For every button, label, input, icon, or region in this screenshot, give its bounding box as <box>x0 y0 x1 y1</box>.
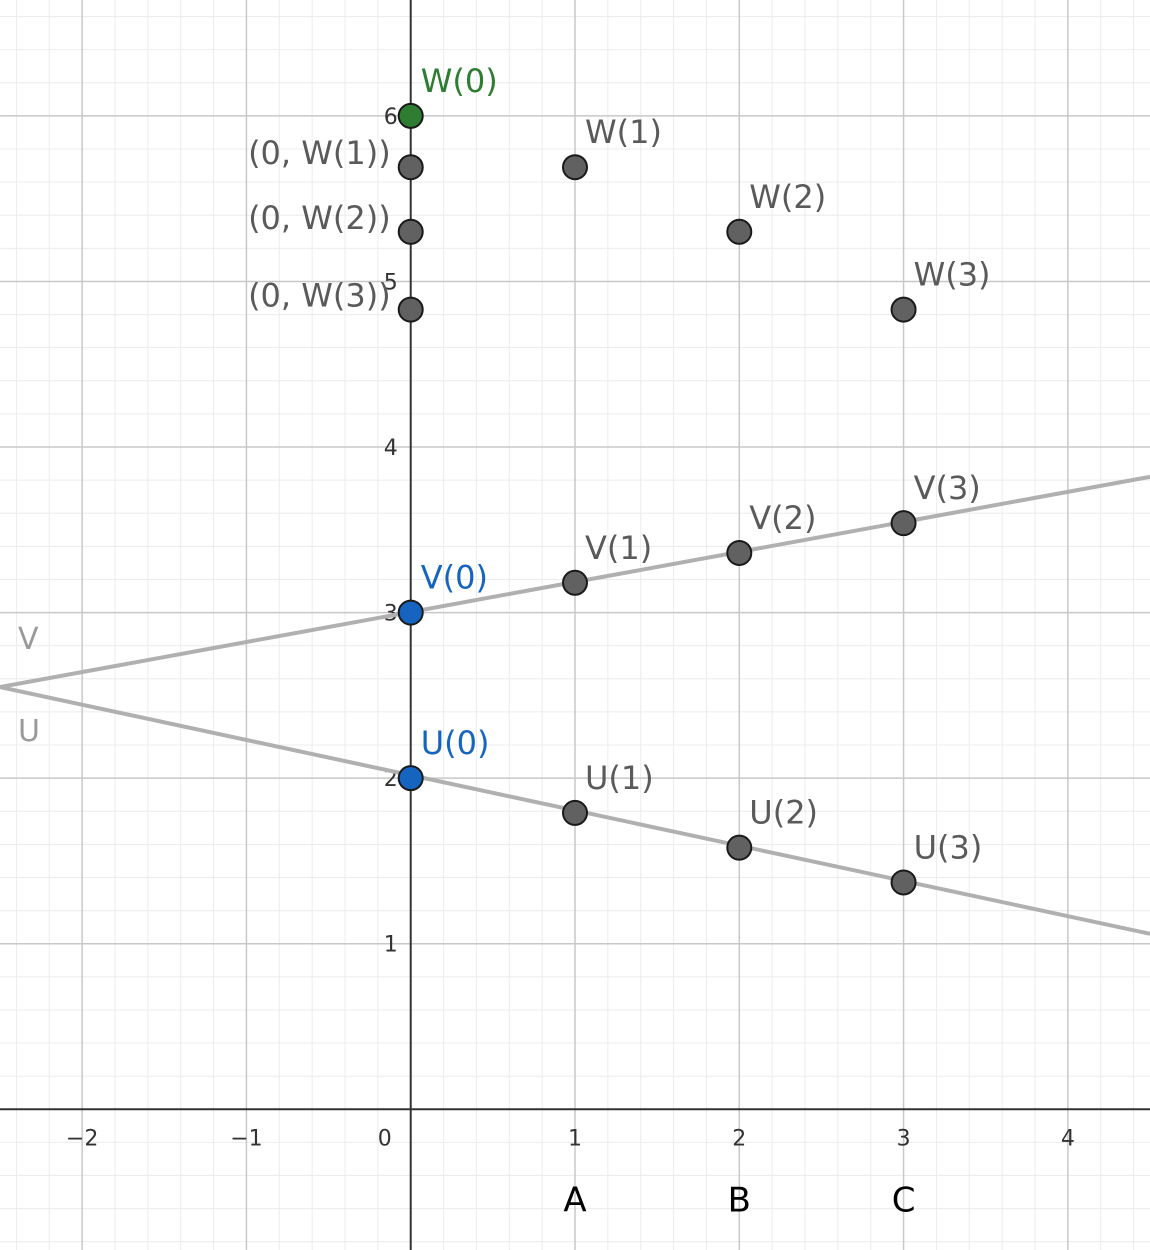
point-u-0 <box>397 765 424 792</box>
point-label-u-2: U(2) <box>749 794 818 832</box>
point-labels: W(0) (0, W(1)) (0, W(2)) (0, W(3)) W(1) W(2) W… <box>248 62 990 867</box>
point-0-w-1 <box>397 154 424 181</box>
point-label-w-0: W(0) <box>421 62 498 100</box>
point-label-w-3: W(3) <box>914 256 991 294</box>
point-v-0 <box>397 599 424 626</box>
point-label-v-3: V(3) <box>914 469 981 507</box>
x-tick-label: 4 <box>1061 1126 1075 1151</box>
x-tick-label: 1 <box>568 1126 582 1151</box>
column-labels: A B C <box>563 1180 915 1220</box>
point-w-0 <box>397 102 424 129</box>
column-label-c: C <box>892 1180 916 1220</box>
x-tick-label: 3 <box>897 1126 911 1151</box>
point-label-u-1: U(1) <box>585 759 654 797</box>
point-label-0-w-1: (0, W(1)) <box>248 134 391 172</box>
line-name-v: V <box>18 622 39 657</box>
point-label-u-0: U(0) <box>421 724 490 762</box>
x-tick-label: 0 <box>378 1126 392 1151</box>
points <box>397 102 917 896</box>
point-label-u-3: U(3) <box>914 828 983 866</box>
point-label-v-0: V(0) <box>421 559 488 597</box>
point-label-w-2: W(2) <box>749 178 826 216</box>
y-tick-label: 5 <box>384 270 398 295</box>
x-tick-label: −1 <box>230 1126 262 1151</box>
column-label-a: A <box>563 1180 586 1220</box>
x-tick-label: −2 <box>66 1126 98 1151</box>
line-name-u: U <box>18 714 40 749</box>
point-label-v-1: V(1) <box>585 529 652 567</box>
point-v-3 <box>890 510 917 537</box>
point-label-0-w-2: (0, W(2)) <box>248 199 391 237</box>
point-w-3 <box>890 296 917 323</box>
column-label-b: B <box>728 1180 751 1220</box>
point-u-3 <box>890 869 917 896</box>
point-label-0-w-3: (0, W(3)) <box>248 277 391 315</box>
y-tick-label: 6 <box>384 105 398 130</box>
tick-labels: −2−101234123456 <box>66 105 1075 1151</box>
point-label-v-2: V(2) <box>749 499 816 537</box>
point-label-w-1: W(1) <box>585 113 662 151</box>
point-w-1 <box>562 154 588 181</box>
point-u-1 <box>562 799 588 826</box>
point-v-2 <box>726 539 753 566</box>
point-w-2 <box>726 218 753 245</box>
y-tick-label: 1 <box>384 933 398 958</box>
point-u-2 <box>726 834 753 861</box>
point-0-w-3 <box>397 296 424 323</box>
point-v-1 <box>562 569 588 596</box>
point-0-w-2 <box>397 218 424 245</box>
y-tick-label: 4 <box>384 436 398 461</box>
x-tick-label: 2 <box>732 1126 746 1151</box>
